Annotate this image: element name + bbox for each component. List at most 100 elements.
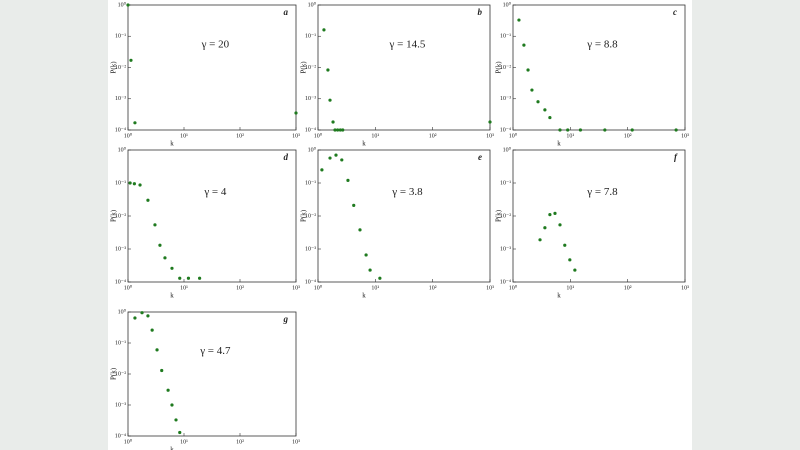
y-tick-label: 10⁻¹ bbox=[500, 34, 511, 40]
data-point bbox=[543, 108, 547, 112]
data-point bbox=[352, 203, 356, 207]
x-tick-label: 10⁰ bbox=[314, 284, 323, 291]
panel-label: b bbox=[478, 7, 483, 17]
data-point bbox=[163, 256, 167, 260]
data-point bbox=[328, 156, 332, 160]
x-tick-label: 10³ bbox=[292, 439, 300, 445]
data-point bbox=[129, 58, 133, 62]
y-tick-label: 10⁻² bbox=[115, 213, 126, 219]
data-point bbox=[155, 348, 159, 352]
y-tick-label: 10⁻³ bbox=[115, 246, 126, 252]
data-point bbox=[133, 316, 137, 320]
y-tick-label: 10⁰ bbox=[503, 146, 512, 153]
data-point bbox=[573, 268, 577, 272]
data-point bbox=[603, 128, 607, 132]
panel-label: d bbox=[284, 152, 289, 162]
data-point bbox=[364, 253, 368, 257]
data-point bbox=[333, 128, 337, 132]
data-point bbox=[138, 183, 142, 187]
y-tick-label: 10⁰ bbox=[118, 1, 127, 8]
data-point bbox=[341, 128, 345, 132]
data-point bbox=[338, 128, 342, 132]
y-tick-label: 10⁻³ bbox=[115, 402, 126, 408]
x-tick-label: 10¹ bbox=[371, 285, 379, 291]
data-point bbox=[548, 213, 552, 217]
data-point bbox=[178, 276, 182, 280]
data-point bbox=[174, 418, 178, 422]
data-point bbox=[140, 311, 144, 315]
x-tick-label: 10⁰ bbox=[509, 132, 518, 139]
x-tick-label: 10³ bbox=[292, 133, 300, 139]
data-point bbox=[346, 178, 350, 182]
data-point bbox=[558, 223, 562, 227]
y-tick-label: 10⁻³ bbox=[305, 246, 316, 252]
panel-label: g bbox=[283, 314, 289, 324]
data-point bbox=[170, 403, 174, 407]
y-tick-label: 10⁰ bbox=[308, 1, 317, 8]
x-tick-label: 10² bbox=[236, 285, 244, 291]
y-tick-label: 10⁰ bbox=[308, 146, 317, 153]
data-point bbox=[132, 182, 136, 186]
data-point bbox=[340, 158, 344, 162]
y-tick-label: 10⁻¹ bbox=[305, 180, 316, 186]
y-tick-label: 10⁻² bbox=[305, 65, 316, 71]
data-point bbox=[563, 243, 567, 247]
y-tick-label: 10⁰ bbox=[118, 308, 127, 315]
data-point bbox=[326, 68, 330, 72]
data-point bbox=[630, 128, 634, 132]
x-tick-label: 10³ bbox=[486, 133, 494, 139]
data-point bbox=[334, 153, 338, 157]
data-point bbox=[322, 28, 326, 32]
data-point bbox=[178, 430, 182, 435]
y-tick-label: 10⁻³ bbox=[115, 96, 126, 102]
panel-label: c bbox=[673, 7, 677, 17]
y-tick-label: 10⁻³ bbox=[500, 246, 511, 252]
data-point bbox=[578, 128, 583, 132]
data-point bbox=[378, 276, 382, 280]
y-tick-label: 10⁻³ bbox=[500, 96, 511, 102]
x-axis-label: k bbox=[362, 292, 366, 300]
data-point bbox=[674, 128, 678, 132]
y-tick-label: 10⁻² bbox=[115, 65, 126, 71]
y-tick-label: 10⁻⁴ bbox=[305, 127, 316, 133]
data-point bbox=[198, 276, 202, 280]
data-point bbox=[133, 121, 137, 125]
data-point bbox=[320, 168, 324, 172]
y-axis-label: P(k) bbox=[110, 209, 118, 222]
x-tick-label: 10⁰ bbox=[509, 284, 518, 291]
data-point bbox=[543, 226, 547, 230]
data-point bbox=[294, 111, 298, 115]
gamma-annotation: γ = 3.8 bbox=[391, 186, 423, 198]
y-tick-label: 10⁻¹ bbox=[115, 340, 126, 346]
x-tick-label: 10¹ bbox=[180, 285, 188, 291]
x-axis-label: k bbox=[170, 446, 174, 450]
data-point bbox=[186, 276, 191, 280]
data-point bbox=[336, 128, 340, 132]
panel-label: f bbox=[674, 152, 678, 162]
y-tick-label: 10⁻⁴ bbox=[500, 279, 511, 285]
data-point bbox=[358, 228, 362, 232]
data-point bbox=[368, 268, 372, 272]
data-point bbox=[126, 3, 130, 7]
data-point bbox=[146, 198, 150, 202]
x-tick-label: 10² bbox=[429, 285, 437, 291]
figure-background bbox=[108, 0, 692, 450]
y-tick-label: 10⁻¹ bbox=[115, 34, 126, 40]
x-tick-label: 10⁰ bbox=[124, 132, 133, 139]
x-tick-label: 10² bbox=[624, 133, 632, 139]
y-tick-label: 10⁻² bbox=[500, 213, 511, 219]
panel-label: a bbox=[284, 7, 289, 17]
x-axis-label: k bbox=[170, 292, 174, 300]
gamma-annotation: γ = 4.7 bbox=[199, 345, 231, 357]
y-tick-label: 10⁻⁴ bbox=[500, 127, 511, 133]
data-point bbox=[166, 388, 170, 392]
gamma-annotation: γ = 14.5 bbox=[389, 39, 426, 51]
x-tick-label: 10¹ bbox=[180, 133, 188, 139]
data-point bbox=[328, 98, 332, 102]
data-point bbox=[488, 120, 492, 124]
data-point bbox=[160, 368, 164, 373]
x-tick-label: 10² bbox=[624, 285, 632, 291]
y-tick-label: 10⁻¹ bbox=[115, 180, 126, 186]
